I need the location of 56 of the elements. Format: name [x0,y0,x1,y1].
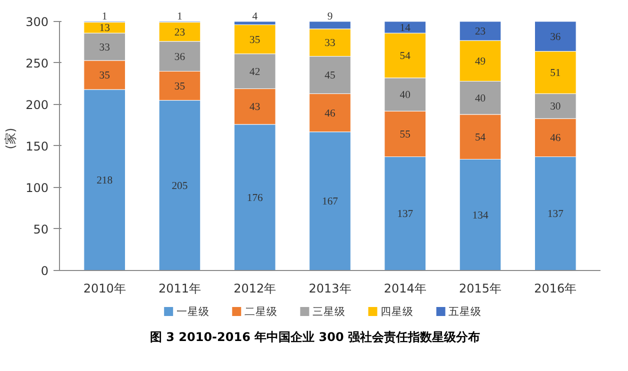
data-label: 40 [400,90,410,101]
x-tick-label: 2013年 [308,282,352,296]
y-tick-label: 300 [26,14,48,29]
data-label: 218 [96,176,113,187]
data-label: 30 [550,102,561,113]
legend-label: 一星级 [176,305,210,318]
x-tick-label: 2010年 [83,282,126,296]
x-tick-label: 2016年 [534,282,577,296]
data-label: 45 [324,70,336,82]
data-label: 205 [172,180,188,192]
data-label: 33 [99,42,110,54]
data-label: 55 [400,129,410,140]
data-label: 14 [400,22,412,34]
data-label: 13 [99,23,110,34]
y-tick-label: 100 [26,180,48,195]
data-label: 54 [400,50,412,62]
data-label: 23 [174,27,186,38]
data-label: 51 [550,68,561,79]
data-label: 23 [474,26,486,38]
x-tick-label: 2014年 [384,282,426,296]
legend-label: 四星级 [380,305,414,318]
legend-label: 二星级 [244,305,278,318]
data-label: 1 [102,11,108,22]
x-tick-label: 2012年 [234,282,276,296]
data-label: 46 [324,108,336,120]
data-label: 134 [472,210,489,222]
data-label: 176 [246,192,264,204]
data-label: 49 [474,56,486,68]
data-label: 1 [177,11,182,22]
data-label: 36 [174,52,186,63]
x-tick-label: 2011年 [158,282,201,296]
data-label: 33 [324,38,336,50]
y-tick-label: 150 [26,139,48,154]
data-label: 46 [550,133,562,144]
y-axis-title: (家) [4,128,18,150]
data-label: 4 [252,11,258,22]
y-tick-label: 50 [33,222,49,236]
y-tick-label: 250 [26,56,48,70]
data-label: 35 [250,34,260,46]
data-label: 167 [322,196,339,208]
data-label: 35 [99,70,110,82]
data-label: 54 [474,132,486,144]
data-label: 43 [250,102,260,114]
y-tick-label: 200 [26,98,48,112]
data-label: 9 [327,11,333,22]
data-label: 137 [547,209,564,220]
data-label: 137 [397,209,414,220]
text: 图 3 2010-2016 年中国企业 300 强社会责任指数星级分布 [150,329,480,346]
y-tick-label: 0 [40,264,49,278]
legend-label: 三星级 [312,305,346,318]
data-label: 42 [250,66,260,78]
data-label: 40 [474,93,486,104]
data-label: 36 [550,32,562,43]
legend-label: 五星级 [448,305,482,318]
data-label: 35 [174,81,186,92]
x-tick-label: 2015年 [459,282,502,296]
